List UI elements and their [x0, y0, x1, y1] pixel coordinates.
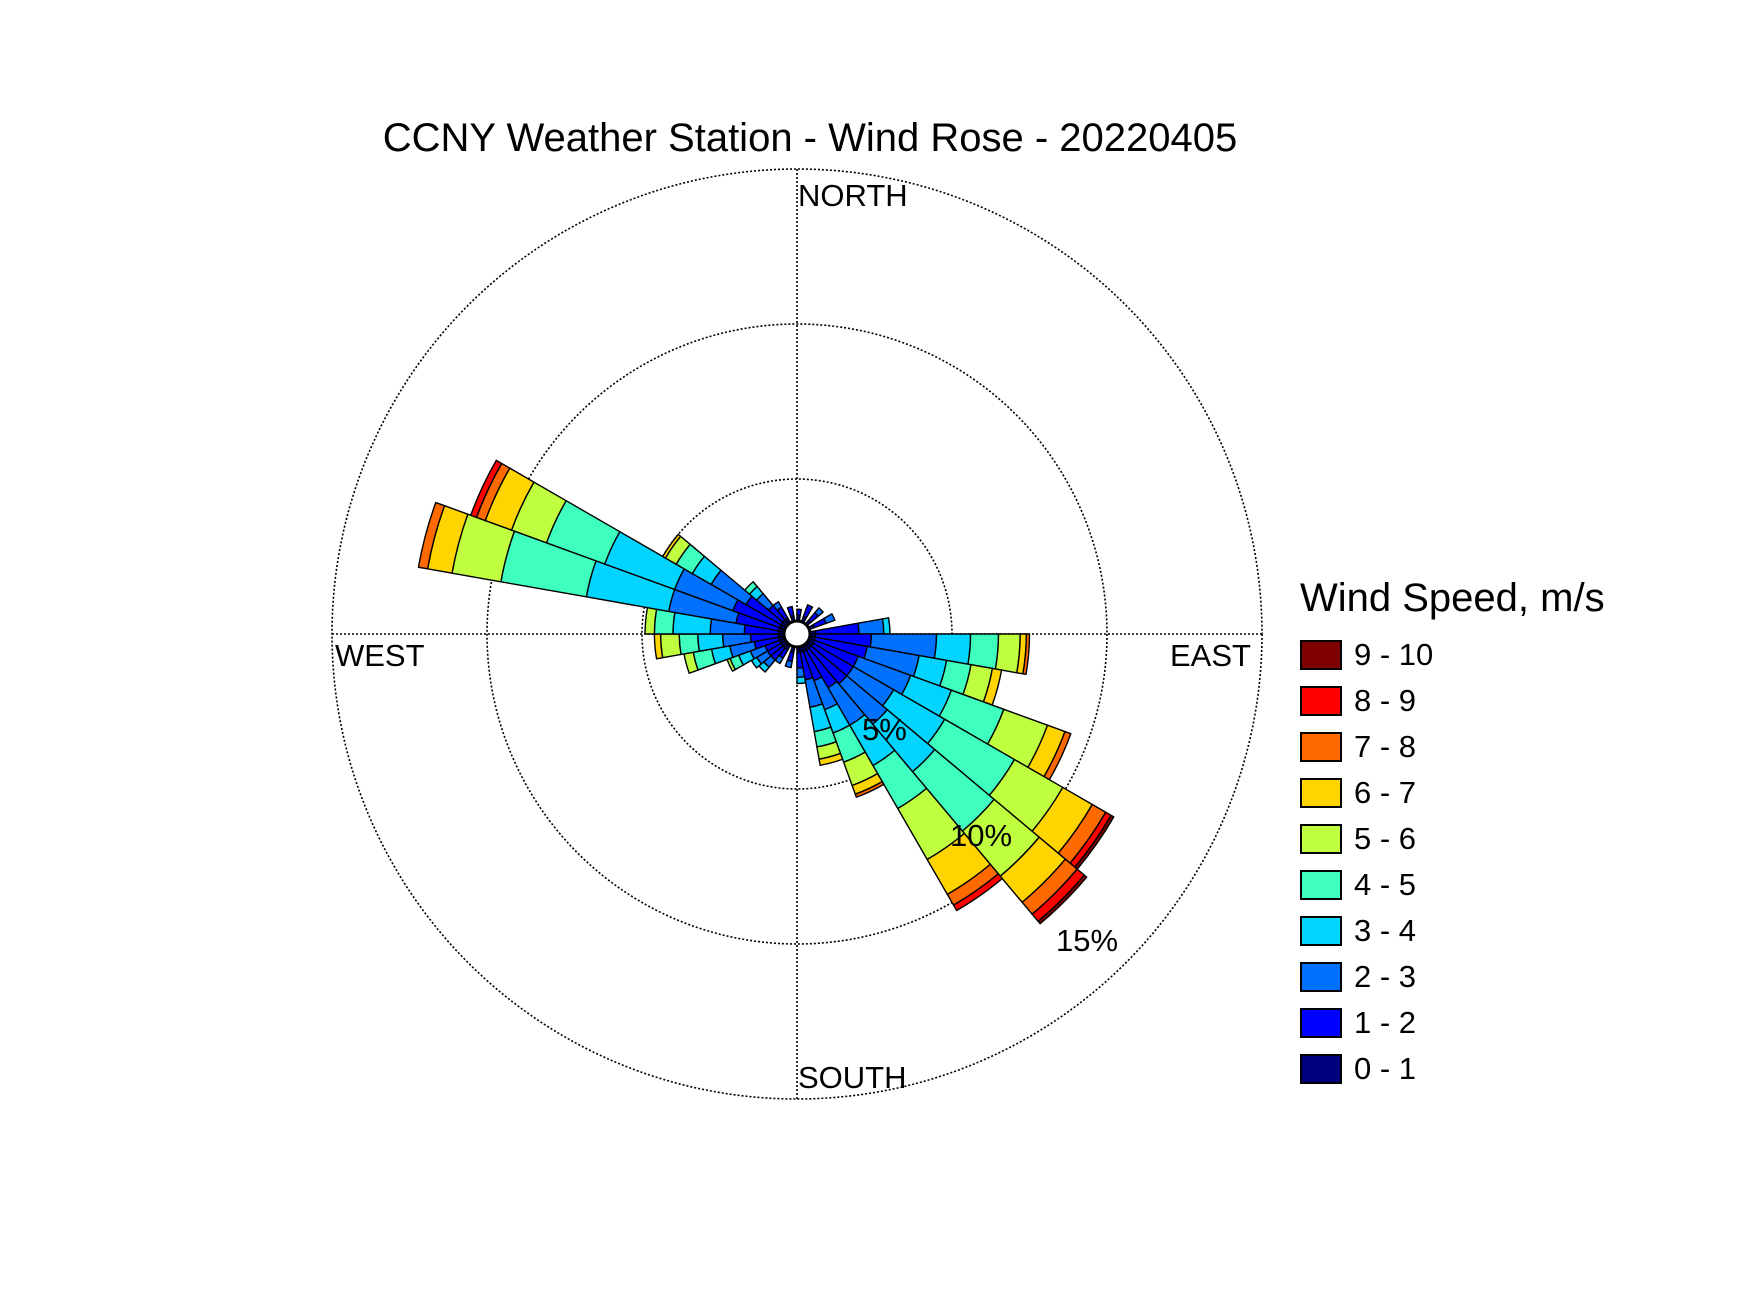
legend: Wind Speed, m/s 9 - 10 8 - 9 7 - 8 6 - 7 5 -…: [1300, 574, 1730, 1092]
legend-item: 6 - 7: [1300, 770, 1730, 816]
sector-165-bin-6: [818, 752, 844, 766]
legend-item: 0 - 1: [1300, 1046, 1730, 1092]
legend-label: 6 - 7: [1354, 775, 1417, 810]
sector-175-bin-3: [796, 676, 807, 685]
legend-title: Wind Speed, m/s: [1300, 576, 1605, 620]
ring-label-5: 5%: [862, 712, 907, 747]
sector-275-bin-5: [644, 606, 658, 635]
sector-65-bin-2: [823, 613, 836, 625]
sector-5-bin-1: [796, 608, 803, 617]
legend-item: 5 - 6: [1300, 816, 1730, 862]
sector-195-bin-2: [784, 659, 793, 669]
legend-swatch: [1300, 686, 1342, 716]
sector-325-bin-2: [772, 601, 783, 611]
sector-295-bin-8: [470, 459, 503, 519]
sector-135-bin-9: [1037, 874, 1088, 925]
legend-label: 5 - 6: [1354, 821, 1417, 856]
ring-label-15: 15%: [1056, 923, 1119, 958]
center-marker: [782, 619, 812, 649]
legend-label: 0 - 1: [1354, 1051, 1417, 1086]
sector-265-bin-5: [659, 633, 682, 659]
direction-label-south: SOUTH: [798, 1060, 907, 1095]
legend-label: 2 - 3: [1354, 959, 1417, 994]
sector-345-bin-1: [786, 605, 795, 618]
sector-315-bin-4: [744, 581, 758, 595]
sector-305-bin-6: [662, 533, 682, 559]
legend-item: 7 - 8: [1300, 724, 1730, 770]
legend-swatch: [1300, 778, 1342, 808]
legend-swatch: [1300, 962, 1342, 992]
legend-label: 8 - 9: [1354, 683, 1417, 718]
sector-45-bin-2: [814, 607, 824, 617]
legend-item: 2 - 3: [1300, 954, 1730, 1000]
sector-275-bin-4: [653, 608, 676, 635]
sector-155-bin-7: [854, 780, 885, 798]
ring-label-10: 10%: [950, 818, 1013, 853]
sector-85-bin-3: [881, 617, 891, 635]
legend-swatch: [1300, 916, 1342, 946]
legend-item: 3 - 4: [1300, 908, 1730, 954]
legend-label: 9 - 10: [1354, 637, 1434, 672]
direction-label-west: WEST: [335, 638, 425, 673]
legend-item: 9 - 10: [1300, 632, 1730, 678]
legend-label: 7 - 8: [1354, 729, 1417, 764]
grid-ring-10: [486, 323, 1108, 945]
legend-swatch: [1300, 824, 1342, 854]
sector-175-bin-2: [796, 666, 806, 679]
legend-items: 9 - 10 8 - 9 7 - 8 6 - 7 5 - 6 4 - 5 3 - 4 2 - …: [1300, 632, 1730, 1092]
legend-label: 4 - 5: [1354, 867, 1417, 902]
sector-95-bin-7: [1022, 633, 1031, 676]
legend-item: 4 - 5: [1300, 862, 1730, 908]
direction-label-north: NORTH: [798, 178, 908, 213]
legend-swatch: [1300, 640, 1342, 670]
legend-label: 3 - 4: [1354, 913, 1417, 948]
sector-95-bin-5: [994, 633, 1021, 674]
direction-label-east: EAST: [1170, 638, 1251, 673]
sector-85-bin-2: [857, 618, 885, 635]
chart-title: CCNY Weather Station - Wind Rose - 20220…: [382, 116, 1238, 160]
sector-285-bin-7: [417, 501, 446, 570]
calm-center: [782, 619, 812, 649]
legend-item: 8 - 9: [1300, 678, 1730, 724]
sector-145-bin-8: [952, 873, 1003, 912]
legend-swatch: [1300, 870, 1342, 900]
sector-25-bin-1: [802, 604, 814, 619]
wind-sectors: [417, 459, 1115, 925]
legend-label: 1 - 2: [1354, 1005, 1417, 1040]
legend-swatch: [1300, 1054, 1342, 1084]
legend-swatch: [1300, 1008, 1342, 1038]
legend-swatch: [1300, 732, 1342, 762]
sector-265-bin-4: [678, 633, 701, 656]
sector-95-bin-4: [967, 633, 1000, 670]
legend-item: 1 - 2: [1300, 1000, 1730, 1046]
